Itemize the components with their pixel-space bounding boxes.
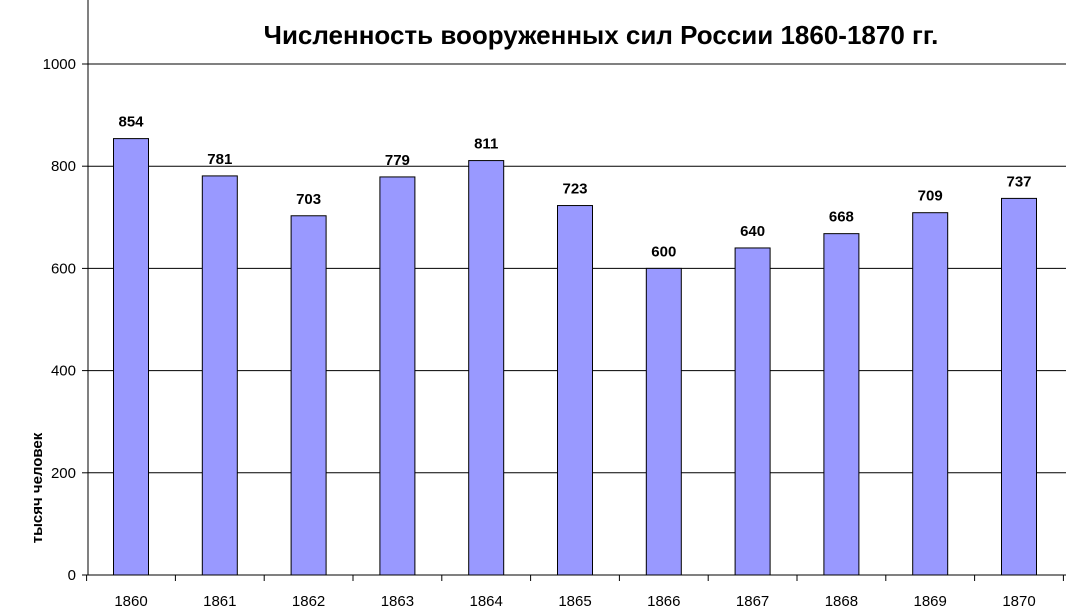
x-tick-labels: 1860 1861 1862 1863 1864 1865 1866 1867 1868 1869… <box>114 593 1035 609</box>
x-tick-label: 1862 <box>292 593 325 609</box>
y-tick-labels: 0 200 400 600 800 1000 <box>43 56 76 584</box>
axes <box>82 0 1066 581</box>
data-label: 781 <box>207 151 232 168</box>
bar <box>645 267 682 576</box>
y-tick-label: 1000 <box>43 56 76 73</box>
y-tick-label: 400 <box>51 363 76 380</box>
data-label: 779 <box>385 152 410 169</box>
y-tick-label: 0 <box>68 567 76 584</box>
data-label: 811 <box>474 136 498 153</box>
data-label: 737 <box>1006 173 1031 190</box>
x-tick-label: 1867 <box>736 593 769 609</box>
bar <box>1001 197 1037 576</box>
x-tick-label: 1868 <box>825 593 858 609</box>
x-tick-label: 1860 <box>114 593 147 609</box>
x-tick-label: 1866 <box>647 593 680 609</box>
x-tick-label: 1861 <box>203 593 236 609</box>
bar <box>201 175 238 576</box>
bars <box>113 138 1037 576</box>
y-axis-title: тысяч человек <box>29 432 46 543</box>
data-label: 640 <box>740 223 765 240</box>
bar <box>734 247 771 576</box>
data-label: 723 <box>562 181 587 198</box>
data-label: 709 <box>918 188 943 205</box>
data-label: 668 <box>829 209 854 226</box>
x-tick-label: 1864 <box>470 593 503 609</box>
data-labels: 854 781 703 779 811 723 600 640 668 709 737 <box>118 114 1031 261</box>
bar <box>912 212 949 576</box>
x-tick-label: 1869 <box>914 593 947 609</box>
y-axis-label: тысяч человек <box>29 432 46 543</box>
x-tick-label: 1865 <box>558 593 591 609</box>
bar <box>468 160 505 576</box>
data-label: 600 <box>651 243 676 260</box>
y-tick-label: 800 <box>51 158 76 175</box>
bar <box>113 138 149 576</box>
x-tick-label: 1870 <box>1002 593 1035 609</box>
data-label: 703 <box>296 191 321 208</box>
y-tick-label: 600 <box>51 260 76 277</box>
bar <box>379 176 416 576</box>
chart-title: Численность вооруженных сил России 1860-… <box>264 20 939 50</box>
y-tick-label: 200 <box>51 465 76 482</box>
bar <box>557 205 593 576</box>
bar <box>290 215 327 576</box>
bar <box>823 233 860 576</box>
x-tick-label: 1863 <box>381 593 414 609</box>
data-label: 854 <box>118 114 144 131</box>
